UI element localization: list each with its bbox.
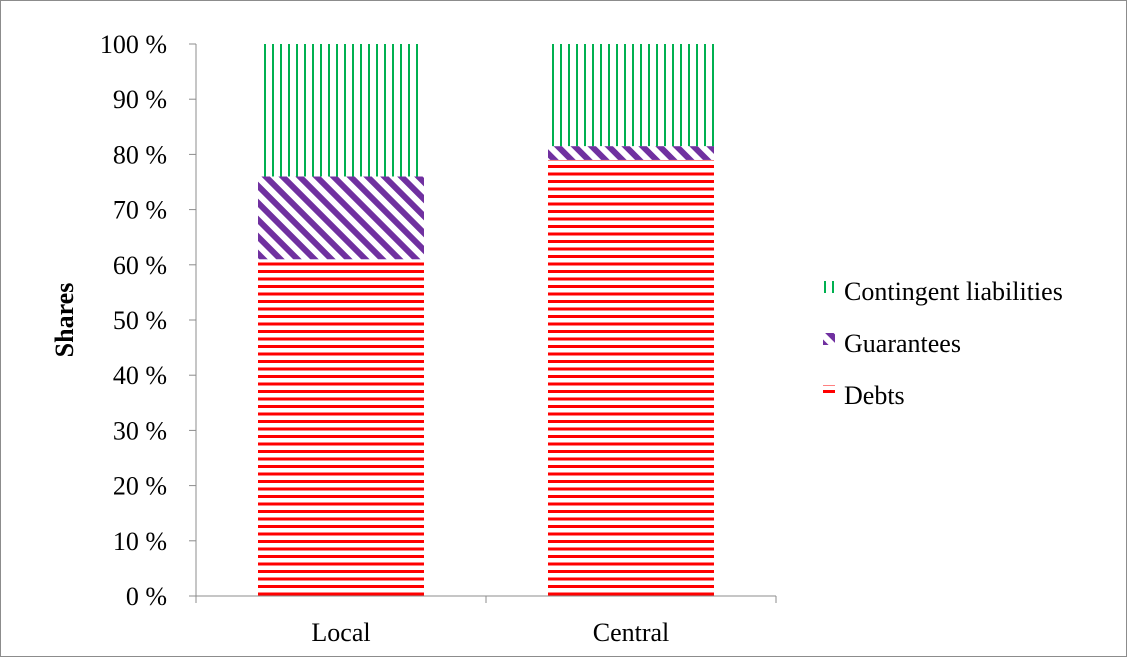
x-tick-label: Local bbox=[311, 618, 370, 647]
y-tick-label: 20 % bbox=[113, 472, 167, 501]
bars bbox=[258, 44, 714, 597]
x-tick-label: Central bbox=[593, 618, 670, 647]
y-tick-label: 80 % bbox=[113, 140, 167, 169]
legend-swatch bbox=[823, 333, 835, 345]
bar-segment-contingent-liabilities-local bbox=[258, 44, 424, 177]
axes bbox=[195, 44, 777, 603]
y-tick-label: 40 % bbox=[113, 361, 167, 390]
bar-segment-contingent-liabilities-central bbox=[548, 44, 714, 147]
legend-swatch bbox=[823, 281, 835, 293]
y-tick-label: 50 % bbox=[113, 306, 167, 335]
bar-segment-debts-local bbox=[258, 259, 424, 596]
legend-label: Contingent liabilities bbox=[844, 277, 1063, 306]
legend-label: Debts bbox=[844, 381, 905, 410]
y-tick-label: 10 % bbox=[113, 527, 167, 556]
bar-segment-debts-central bbox=[548, 159, 714, 597]
y-tick-label: 70 % bbox=[113, 196, 167, 225]
legend-swatch bbox=[823, 385, 835, 397]
x-axis-labels: Local Central bbox=[311, 618, 669, 647]
legend: Contingent liabilities Guarantees Debts bbox=[823, 277, 1063, 410]
y-tick-label: 30 % bbox=[113, 416, 167, 445]
bar-segment-guarantees-central bbox=[548, 146, 714, 160]
y-tick-label: 0 % bbox=[126, 582, 167, 611]
bar-segment-guarantees-local bbox=[258, 176, 424, 260]
y-tick-label: 90 % bbox=[113, 85, 167, 114]
y-tick-label: 60 % bbox=[113, 251, 167, 280]
y-axis-title: Shares bbox=[50, 283, 79, 358]
y-axis-ticks: 0 % 10 % 20 % 30 % 40 % 50 % 60 % 70 % 80 % 90 % 1… bbox=[100, 30, 196, 611]
y-tick-label: 100 % bbox=[100, 30, 167, 59]
legend-label: Guarantees bbox=[844, 329, 961, 358]
